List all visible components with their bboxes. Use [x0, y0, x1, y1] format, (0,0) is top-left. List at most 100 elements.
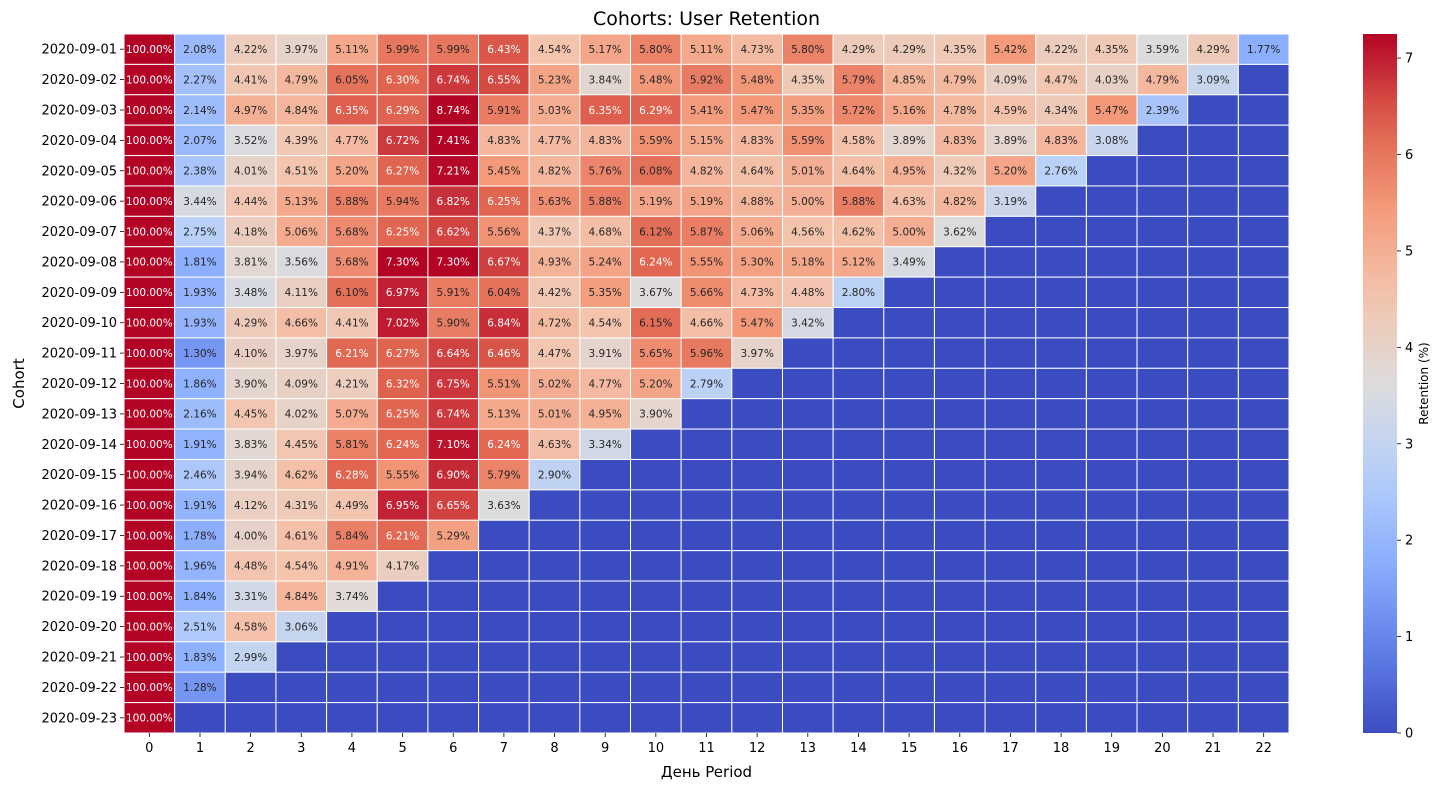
heatmap-cell [579, 246, 632, 278]
cell-value-label: 7.10% [437, 439, 470, 451]
cell-value-label: 5.41% [690, 105, 723, 117]
heatmap-cell [731, 155, 783, 187]
cell-value-label: 100.00% [126, 166, 173, 178]
y-tick-label: 2020-09-13 [41, 407, 117, 422]
y-axis-label: Cohort [10, 358, 28, 409]
cell-value-label: 3.84% [589, 74, 622, 86]
heatmap-cell [579, 307, 632, 339]
cell-value-label: 100.00% [126, 530, 173, 542]
heatmap-cell [781, 519, 834, 552]
heatmap-cell [275, 94, 328, 126]
cell-value-label: 4.82% [690, 166, 723, 178]
cell-value-label: 4.82% [538, 166, 571, 178]
cell-value-label: 4.77% [589, 378, 622, 390]
x-tick-label: 4 [348, 741, 356, 756]
heatmap-cell [781, 63, 834, 96]
cell-value-label: 6.74% [437, 409, 470, 421]
heatmap-cell [275, 398, 328, 430]
heatmap-cell [731, 580, 783, 612]
cell-value-label: 100.00% [126, 409, 173, 421]
cell-value-label: 4.66% [690, 318, 723, 330]
heatmap-cell [1136, 94, 1189, 126]
heatmap-cell [427, 550, 480, 582]
cell-value-label: 4.18% [234, 226, 267, 238]
cell-value-label: 3.09% [1196, 74, 1229, 86]
heatmap-cell [630, 398, 682, 430]
heatmap-cell [326, 185, 378, 217]
cell-value-label: 5.12% [842, 257, 875, 269]
cell-value-label: 6.90% [437, 469, 470, 481]
cell-value-label: 4.95% [589, 409, 622, 421]
heatmap-cell [224, 702, 277, 734]
cell-value-label: 5.00% [892, 226, 925, 238]
heatmap-cell [528, 671, 581, 704]
heatmap-cell [579, 550, 632, 582]
heatmap-cell [427, 489, 480, 521]
cell-value-label: 5.56% [487, 226, 520, 238]
heatmap-cell [579, 519, 632, 552]
cell-value-label: 4.35% [1095, 44, 1128, 56]
heatmap-cell [832, 124, 885, 157]
cell-value-label: 6.32% [386, 378, 419, 390]
cell-value-label: 5.01% [538, 409, 571, 421]
heatmap-cell [883, 519, 935, 552]
x-tick-label: 21 [1205, 741, 1222, 756]
heatmap-cell [1187, 124, 1239, 157]
x-tick-label: 15 [901, 741, 918, 756]
heatmap-cell [933, 307, 986, 339]
cell-value-label: 3.44% [183, 196, 216, 208]
heatmap-cell [1085, 671, 1138, 704]
heatmap-cell [984, 398, 1037, 430]
cell-value-label: 5.47% [740, 318, 773, 330]
heatmap-cell [630, 458, 682, 491]
heatmap-cell [1136, 367, 1189, 400]
heatmap-cell [123, 124, 176, 157]
cell-value-label: 4.62% [285, 469, 318, 481]
cell-value-label: 100.00% [126, 135, 173, 147]
heatmap-cell [1187, 610, 1239, 643]
heatmap-cell [680, 519, 733, 552]
y-tick-label: 2020-09-10 [41, 316, 117, 331]
heatmap-cell [1136, 124, 1189, 157]
heatmap-cell [478, 610, 530, 643]
cell-value-label: 4.22% [234, 44, 267, 56]
heatmap-cell [630, 428, 682, 460]
heatmap-cell [275, 580, 328, 612]
heatmap-cell [680, 124, 733, 157]
cell-value-label: 5.79% [487, 469, 520, 481]
cell-value-label: 5.59% [791, 135, 824, 147]
heatmap-cell [1136, 519, 1189, 552]
heatmap-cell [1085, 307, 1138, 339]
cell-value-label: 3.56% [285, 257, 318, 269]
y-tick-label: 2020-09-16 [41, 499, 117, 514]
heatmap-cell [1035, 337, 1087, 369]
x-tick-label: 16 [951, 741, 968, 756]
x-tick-label: 3 [297, 741, 305, 756]
cell-value-label: 5.76% [589, 166, 622, 178]
heatmap-cell [275, 337, 328, 369]
cell-value-label: 4.01% [234, 166, 267, 178]
heatmap-cell [933, 63, 986, 96]
heatmap-cell [1035, 702, 1087, 734]
heatmap-cell [1136, 610, 1189, 643]
heatmap-cell [1136, 246, 1189, 278]
cell-value-label: 6.97% [386, 287, 419, 299]
heatmap-cell [883, 580, 935, 612]
x-tick-label: 18 [1053, 741, 1070, 756]
cell-value-label: 5.11% [335, 44, 368, 56]
heatmap-cell [781, 33, 834, 65]
heatmap-cell [376, 671, 429, 704]
heatmap-cell [680, 641, 733, 673]
colorbar-tick-label: 2 [1405, 534, 1413, 549]
cell-value-label: 4.45% [234, 409, 267, 421]
heatmap-cell [275, 124, 328, 157]
heatmap-cell [933, 124, 986, 157]
cell-value-label: 5.00% [791, 196, 824, 208]
heatmap-cell [174, 519, 226, 552]
cell-value-label: 4.31% [285, 500, 318, 512]
heatmap-cell [731, 641, 783, 673]
cell-value-label: 5.06% [285, 226, 318, 238]
heatmap-cell [528, 550, 581, 582]
heatmap-cell [427, 702, 480, 734]
cell-value-label: 5.90% [437, 318, 470, 330]
